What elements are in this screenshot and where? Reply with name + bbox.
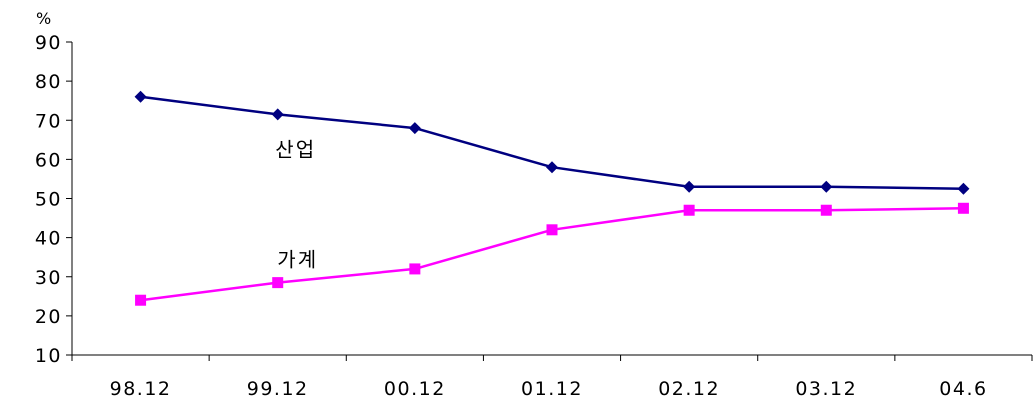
data-point (820, 180, 833, 193)
data-point (271, 108, 284, 121)
data-point (272, 277, 284, 289)
y-tick-label: 30 (35, 267, 62, 289)
x-tick-label: 98.12 (110, 378, 172, 400)
y-tick-label: 60 (35, 149, 62, 171)
data-point (683, 204, 695, 216)
data-point (820, 204, 832, 216)
series-line (140, 95, 964, 190)
data-point (409, 263, 421, 275)
data-point (957, 202, 969, 214)
series-label: 산업 (275, 137, 316, 161)
series-label: 가계 (277, 248, 318, 272)
data-point (135, 294, 147, 306)
y-tick-label: 50 (35, 189, 62, 211)
series-2: 가계 (135, 202, 969, 306)
y-tick-label: 10 (35, 345, 62, 367)
x-tick-label: 03.12 (795, 378, 857, 400)
x-tick-label: 00.12 (384, 378, 446, 400)
data-point (408, 122, 421, 135)
y-axis: 10 20 30 40 50 60 70 80 90 (35, 32, 73, 367)
y-tick-label: 40 (35, 228, 62, 250)
data-point (957, 182, 970, 195)
y-axis-unit: % (36, 9, 51, 28)
data-point (683, 180, 696, 193)
y-tick-label: 90 (35, 32, 62, 54)
y-tick-label: 80 (35, 71, 62, 93)
data-point (134, 90, 147, 103)
y-tick-label: 20 (35, 306, 62, 328)
x-axis: 98.12 99.12 00.12 01.12 02.12 03.12 04.6 (71, 354, 1033, 400)
series-1: 산업 (134, 90, 970, 195)
x-tick-label: 04.6 (939, 378, 987, 400)
x-tick-label: 02.12 (658, 378, 720, 400)
y-tick-label: 70 (35, 110, 62, 132)
data-point (546, 224, 558, 236)
x-tick-label: 99.12 (247, 378, 309, 400)
series-line (140, 207, 964, 302)
x-tick-label: 01.12 (521, 378, 583, 400)
data-point (546, 161, 558, 174)
